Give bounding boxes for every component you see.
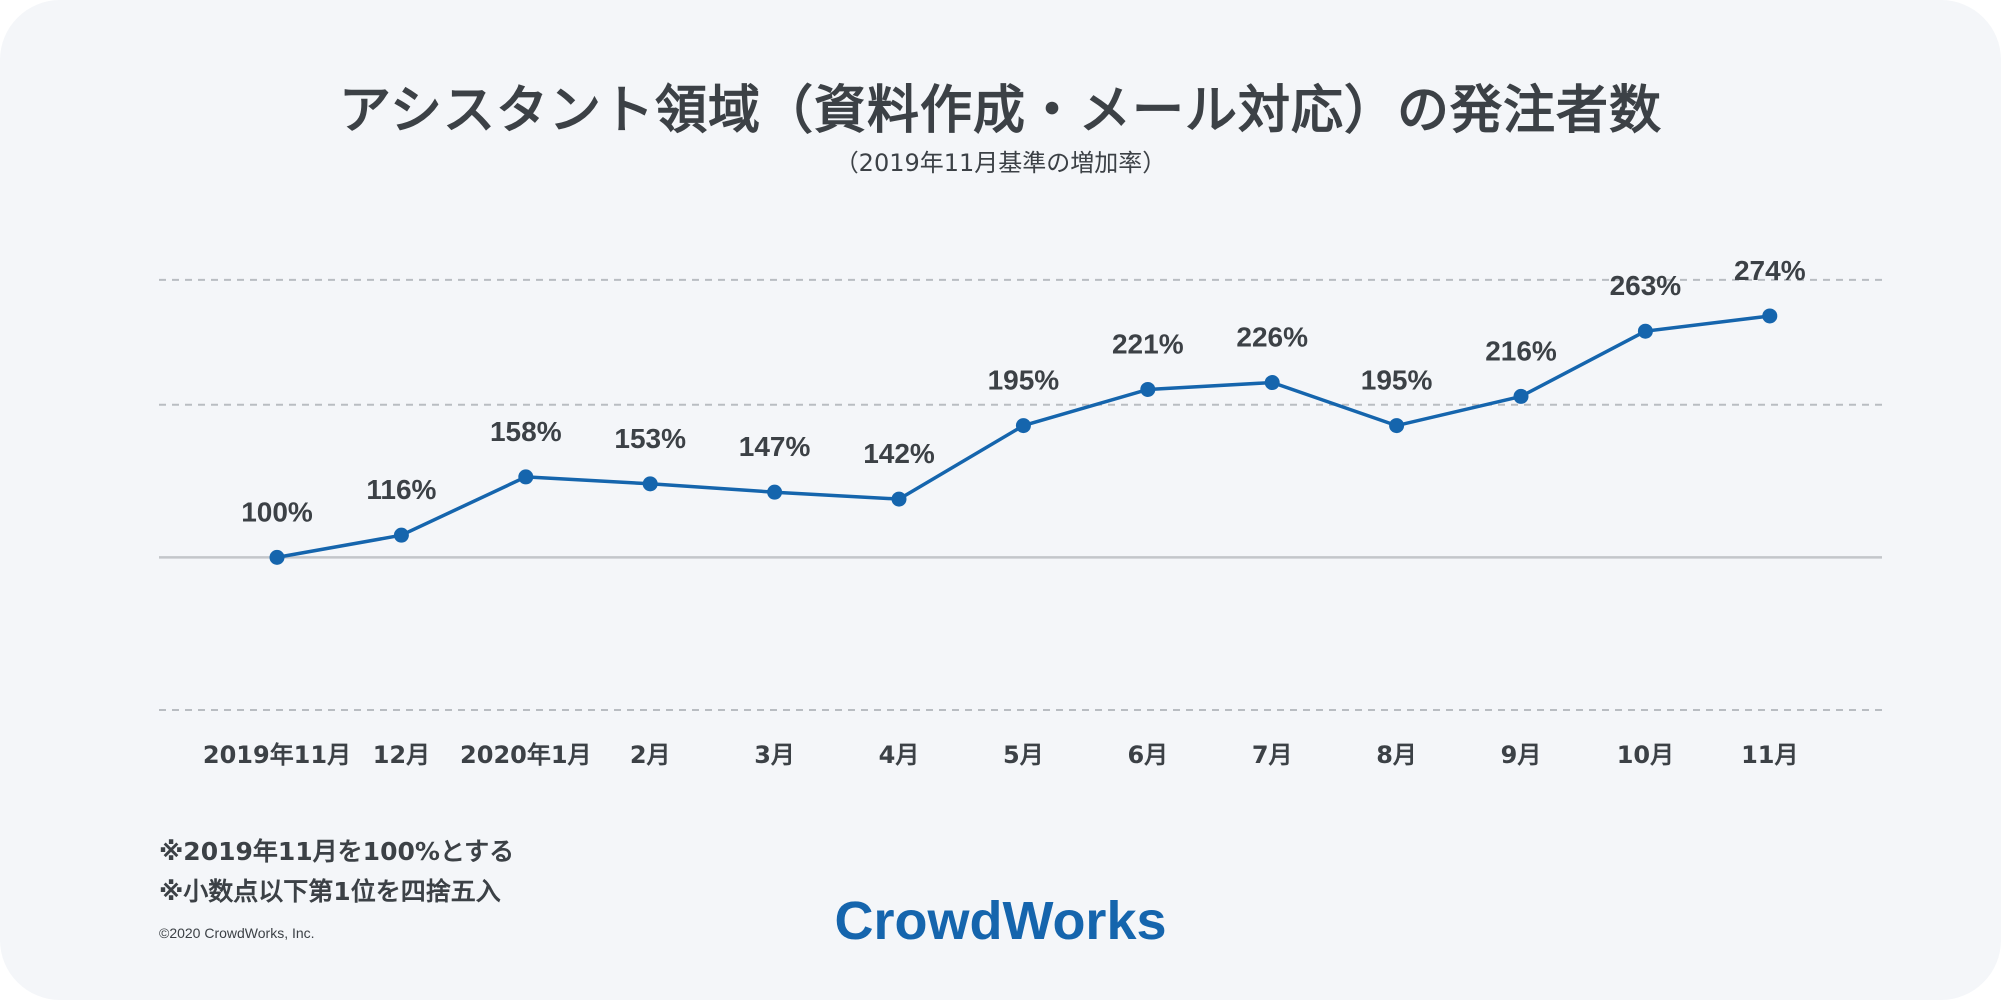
data-label: 116% [366,474,436,505]
data-point [1389,418,1405,434]
copyright: ©2020 CrowdWorks, Inc. [159,925,315,941]
x-tick-label: 2月 [630,741,671,769]
data-label: 147% [739,431,811,462]
data-label: 263% [1610,270,1682,301]
brand-logo: CrowdWorks [834,891,1167,951]
data-point [642,476,658,492]
data-label: 195% [1361,365,1433,396]
data-point [393,527,409,543]
footnote-rounding: ※小数点以下第1位を四捨五入 [159,877,501,906]
data-point [1264,375,1280,391]
x-tick-label: 8月 [1376,741,1417,769]
x-tick-label: 5月 [1003,741,1044,769]
data-points [269,308,1778,565]
data-label: 142% [863,438,935,469]
x-tick-label: 6月 [1127,741,1168,769]
data-label: 158% [490,416,562,447]
x-tick-label: 2019年11月 [203,741,351,769]
data-point [1140,381,1156,397]
x-axis-tick-labels: 2019年11月 12月 2020年1月 2月 3月 4月 5月 6月 7月 8月 9月 10月 11月 [203,741,1799,769]
x-tick-label: 4月 [879,741,920,769]
x-tick-label: 12月 [373,741,430,769]
x-tick-label: 7月 [1252,741,1293,769]
chart-title: アシスタント領域（資料作成・メール対応）の発注者数 [339,81,1662,141]
data-label: 153% [614,423,686,454]
data-point [1637,323,1653,339]
data-point [1015,418,1031,434]
data-label: 221% [1112,328,1184,359]
footnotes: ※2019年11月を100%とする ※小数点以下第1位を四捨五入 [159,832,514,912]
data-labels: 100% 116% 158% 153% 147% 142% 195% 221% 226% 195%… [241,255,1806,527]
x-tick-label: 9月 [1501,741,1542,769]
footnote-base: ※2019年11月を100%とする [159,837,515,866]
x-tick-label: 10月 [1617,741,1674,769]
data-point [891,491,907,507]
data-point [767,484,783,500]
chart-subtitle: （2019年11月基準の増加率） [834,149,1167,177]
data-label: 100% [241,496,313,527]
x-tick-label: 11月 [1741,741,1798,769]
data-label: 195% [988,365,1060,396]
data-point [269,549,285,565]
data-label: 216% [1485,335,1557,366]
data-label: 274% [1734,255,1806,286]
x-tick-label: 2020年1月 [460,741,592,769]
data-point [1513,388,1529,404]
data-label: 226% [1236,322,1308,353]
data-point [1762,308,1778,324]
data-point [518,469,534,485]
x-tick-label: 3月 [754,741,795,769]
gridlines [159,278,1882,711]
